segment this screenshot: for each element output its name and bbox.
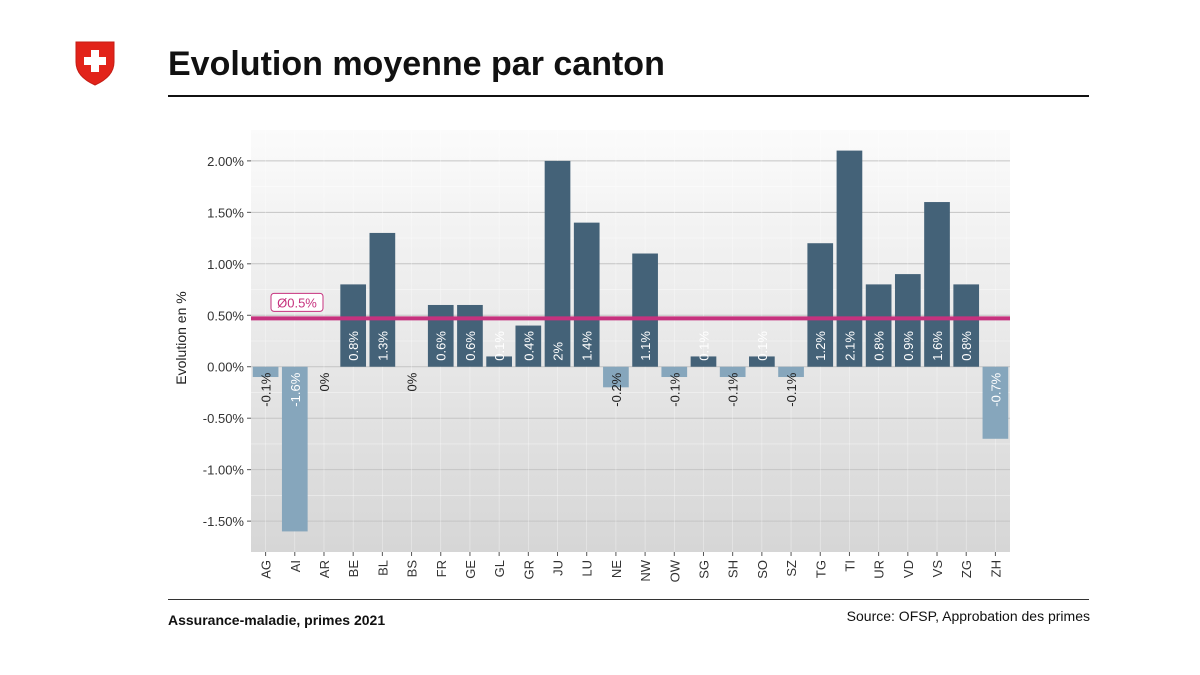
x-tick-label-zh: ZH xyxy=(988,560,1003,577)
x-tick-label-sg: SG xyxy=(696,560,711,579)
source-note: Source: OFSP, Approbation des primes xyxy=(846,608,1090,624)
bar-vd xyxy=(894,274,921,367)
bar-ti xyxy=(836,150,863,367)
bar-sg xyxy=(690,356,717,367)
bar-chart: Ø0.5% -0.1% -1.6% 0% 0.8% 1.3% 0% 0.6% 0.6% 0.1%… xyxy=(173,130,1010,582)
x-tick-label-sh: SH xyxy=(726,560,741,578)
bar-gl xyxy=(486,356,512,367)
data-label-ti: 2.1% xyxy=(842,331,857,361)
data-label-bs: 0% xyxy=(405,372,420,391)
bar-bl xyxy=(369,232,396,367)
x-tick-label-ti: TI xyxy=(842,560,857,572)
x-tick-label-fr: FR xyxy=(434,560,449,577)
x-tick-label-sz: SZ xyxy=(784,560,799,577)
x-tick-label-lu: LU xyxy=(580,560,595,577)
data-label-ag: -0.1% xyxy=(259,372,274,406)
bar-ne xyxy=(603,366,629,388)
x-tick-label-ar: AR xyxy=(317,560,332,578)
bar-ju xyxy=(544,160,571,367)
y-tick-label: 0.50% xyxy=(207,308,244,323)
bar-zg xyxy=(953,284,980,367)
data-label-ar: 0% xyxy=(317,372,332,391)
data-label-lu: 1.4% xyxy=(580,331,595,361)
page-title: Evolution moyenne par canton xyxy=(168,45,665,83)
data-label-ow: -0.1% xyxy=(667,372,682,406)
x-tick-label-gr: GR xyxy=(521,560,536,580)
swiss-cross-logo-icon xyxy=(75,41,115,86)
data-label-sh: -0.1% xyxy=(726,372,741,406)
x-tick-label-vd: VD xyxy=(901,560,916,578)
bar-ur xyxy=(865,284,892,367)
bar-sh xyxy=(719,366,746,378)
data-label-tg: 1.2% xyxy=(813,331,828,361)
data-label-be: 0.8% xyxy=(346,331,361,361)
data-label-bl: 1.3% xyxy=(375,331,390,361)
data-label-fr: 0.6% xyxy=(434,331,449,361)
data-label-so: 0.1% xyxy=(755,331,770,361)
y-tick-label: -1.50% xyxy=(203,514,245,529)
x-tick-label-bs: BS xyxy=(405,560,420,578)
y-tick-label: 1.50% xyxy=(207,205,244,220)
x-tick-label-so: SO xyxy=(755,560,770,579)
title-divider xyxy=(168,95,1089,97)
x-tick-label-be: BE xyxy=(346,560,361,578)
bar-tg xyxy=(807,243,834,367)
bar-be xyxy=(340,284,367,367)
bar-fr xyxy=(427,304,454,367)
x-tick-label-ju: JU xyxy=(551,560,566,576)
data-label-ne: -0.2% xyxy=(609,372,624,406)
average-label: Ø0.5% xyxy=(277,295,317,310)
data-label-nw: 1.1% xyxy=(638,331,653,361)
bar-sz xyxy=(778,366,804,378)
data-label-ai: -1.6% xyxy=(288,372,303,406)
bar-gr xyxy=(515,325,542,367)
bar-ag xyxy=(252,366,279,378)
bar-ai xyxy=(281,366,308,532)
data-label-sz: -0.1% xyxy=(784,372,799,406)
bar-so xyxy=(749,356,775,367)
x-tick-label-nw: NW xyxy=(638,559,653,581)
bar-nw xyxy=(632,253,658,367)
x-tick-label-zg: ZG xyxy=(959,560,974,578)
bar-zh xyxy=(982,366,1009,439)
data-label-vs: 1.6% xyxy=(930,331,945,361)
x-tick-label-ne: NE xyxy=(609,560,624,578)
x-tick-label-gl: GL xyxy=(492,560,507,577)
y-tick-label: -0.50% xyxy=(203,411,245,426)
data-label-gl: 0.1% xyxy=(492,331,507,361)
x-tick-label-ge: GE xyxy=(463,560,478,579)
data-label-vd: 0.9% xyxy=(901,331,916,361)
data-label-ju: 2% xyxy=(551,342,566,361)
footer-title: Assurance-maladie, primes 2021 xyxy=(168,612,386,628)
x-tick-label-ow: OW xyxy=(667,559,682,582)
data-label-zh: -0.7% xyxy=(988,372,1003,406)
bar-lu xyxy=(573,222,600,367)
x-tick-label-ai: AI xyxy=(288,560,303,572)
footer-divider xyxy=(168,599,1089,600)
data-label-ge: 0.6% xyxy=(463,331,478,361)
y-tick-label: -1.00% xyxy=(203,463,245,478)
x-tick-label-ag: AG xyxy=(259,560,274,579)
y-tick-label: 0.00% xyxy=(207,360,244,375)
bar-vs xyxy=(924,202,950,367)
data-label-sg: 0.1% xyxy=(696,331,711,361)
x-tick-label-ur: UR xyxy=(872,560,887,579)
data-label-ur: 0.8% xyxy=(872,331,887,361)
y-tick-label: 2.00% xyxy=(207,154,244,169)
y-axis-label: Evolution en % xyxy=(173,291,189,384)
x-tick-label-vs: VS xyxy=(930,560,945,578)
bar-ge xyxy=(457,304,483,367)
average-label-box xyxy=(270,292,324,312)
x-tick-label-bl: BL xyxy=(375,560,390,576)
data-label-gr: 0.4% xyxy=(521,331,536,361)
x-tick-label-tg: TG xyxy=(813,560,828,578)
data-label-zg: 0.8% xyxy=(959,331,974,361)
bar-ow xyxy=(661,366,688,378)
y-tick-label: 1.00% xyxy=(207,257,244,272)
